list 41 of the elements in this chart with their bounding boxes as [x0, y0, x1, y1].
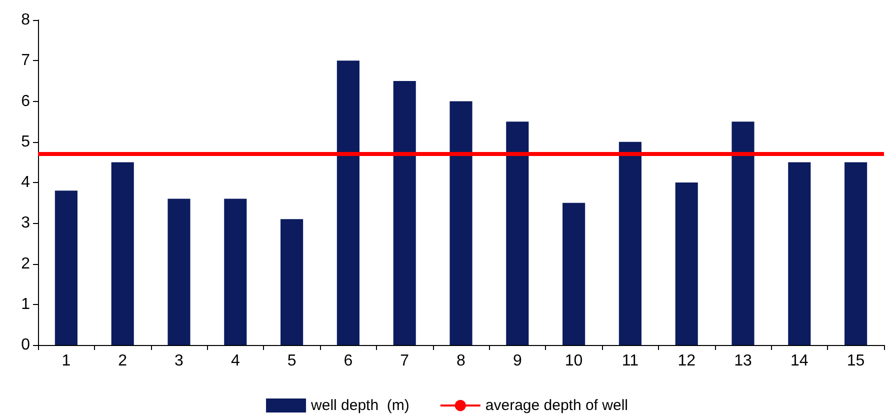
y-tick-label: 8 [21, 12, 30, 28]
x-tick-label: 9 [512, 352, 522, 370]
y-tick-label: 3 [21, 214, 30, 232]
x-tick-label: 11 [622, 352, 639, 370]
bar [506, 122, 529, 345]
bar [336, 60, 360, 345]
y-tick-label: 4 [21, 174, 30, 191]
bar [393, 80, 416, 345]
bar [618, 142, 642, 345]
bar [280, 219, 304, 345]
bar [732, 122, 754, 345]
x-tick-label: 7 [400, 352, 410, 370]
x-tick-label: 3 [174, 352, 184, 370]
bar [111, 162, 134, 345]
x-tick-label: 15 [846, 352, 865, 370]
y-tick-label: 5 [21, 133, 30, 150]
x-tick-label: 12 [678, 352, 696, 370]
x-tick-label: 4 [230, 352, 240, 370]
bar [562, 202, 586, 345]
x-tick-label: 14 [790, 352, 808, 370]
bar [675, 182, 698, 345]
x-tick-label: 13 [734, 352, 752, 370]
bar [54, 190, 78, 345]
x-tick-label: 10 [564, 352, 583, 370]
y-tick-label: 7 [21, 52, 30, 70]
bar [844, 162, 868, 345]
legend-label: well depth (m) [310, 397, 410, 414]
x-tick-label: 1 [62, 352, 71, 370]
x-tick-label: 5 [287, 352, 296, 370]
bar [788, 162, 811, 345]
bar [224, 198, 247, 345]
x-tick-label: 2 [118, 352, 128, 370]
bar [168, 198, 190, 345]
y-tick-label: 0 [21, 336, 30, 354]
y-tick-label: 1 [21, 296, 30, 313]
bar [450, 101, 472, 345]
x-tick-label: 6 [344, 352, 353, 370]
y-tick-label: 2 [21, 255, 30, 272]
legend-label: average depth of well [485, 397, 628, 414]
x-tick-label: 8 [456, 352, 466, 370]
y-tick-label: 6 [21, 92, 30, 110]
